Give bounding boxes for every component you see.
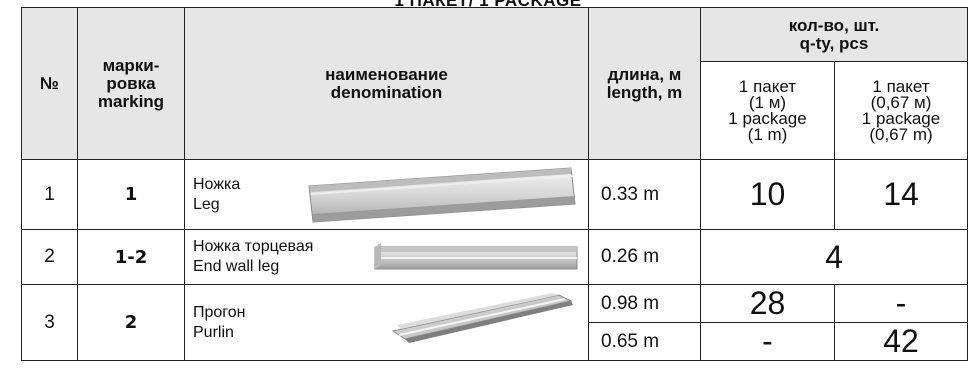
row-number: 1 xyxy=(21,159,78,230)
spec-table: № марки- ровка marking наименование deno… xyxy=(21,7,968,361)
row-number: 3 xyxy=(21,284,78,361)
name-en: Purlin xyxy=(193,323,234,341)
table-row: 1 1 Ножка Leg 0.33 m 10 14 xyxy=(21,159,968,230)
row-length: 0.33 m xyxy=(588,159,701,230)
header-package-067m: 1 пакет (0,67 м) 1 package (0,67 m) xyxy=(834,61,968,160)
row-marking: 1-2 xyxy=(77,229,185,285)
header-marking-ru: марки- ровка xyxy=(102,55,160,93)
row-length: 0.26 m xyxy=(588,229,701,285)
pack1-line-2: (1 м) xyxy=(748,92,787,112)
pack2-line-3: 1 package xyxy=(861,108,941,128)
name-en: End wall leg xyxy=(193,258,280,275)
header-length-ru: длина, м xyxy=(607,64,682,84)
header-marking-en: marking xyxy=(97,91,165,111)
row-qty-067m: - xyxy=(834,284,968,323)
row-denomination: Ножка Leg xyxy=(184,159,589,230)
header-denomination: наименование denomination xyxy=(184,7,589,160)
package-title: 1 ПАКЕТ/ 1 PACKAGE xyxy=(394,0,582,10)
row-qty-merged: 4 xyxy=(700,229,968,285)
row-qty-1m: - xyxy=(700,322,835,361)
table-row: 0.65 m - 42 xyxy=(22,322,968,361)
pack2-line-1: 1 пакет xyxy=(872,76,930,96)
name-ru: Ножка xyxy=(193,175,241,193)
end-wall-leg-profile-image xyxy=(374,243,578,270)
header-length-en: length, m xyxy=(606,82,683,102)
row-length: 0.65 m xyxy=(588,322,701,361)
row-number: 2 xyxy=(21,229,78,285)
name-ru: Прогон xyxy=(193,303,246,321)
table-row: 2 1-2 Ножка торцевая End wall leg 0.26 m… xyxy=(21,229,968,285)
header-name-ru: наименование xyxy=(325,64,448,84)
row-qty-1m: 28 xyxy=(700,284,835,323)
leg-profile-image xyxy=(308,167,576,223)
header-qty-ru: кол-во, шт. xyxy=(788,15,880,35)
pack1-line-1: 1 пакет xyxy=(738,76,797,96)
row-length: 0.98 m xyxy=(588,284,701,323)
header-length: длина, м length, m xyxy=(588,7,701,160)
row-qty-067m: 14 xyxy=(834,159,968,230)
purlin-profile-image xyxy=(391,293,573,343)
header-qty-en: q-ty, pcs xyxy=(799,33,869,53)
row-qty-1m: 10 xyxy=(700,159,835,230)
header-package-1m: 1 пакет (1 м) 1 package (1 m) xyxy=(700,61,835,160)
table-row: 3 2 Прогон Purlin 0.98 m 28 - xyxy=(21,284,968,361)
header-marking: марки- ровка marking xyxy=(77,7,185,160)
pack1-line-3: 1 package xyxy=(728,108,807,128)
name-en: Leg xyxy=(193,195,220,213)
header-name-en: denomination xyxy=(330,82,443,102)
row-marking: 1 xyxy=(77,159,185,230)
row-qty-067m: 42 xyxy=(834,322,968,361)
row-marking: 2 xyxy=(77,284,185,361)
header-quantity: кол-во, шт. q-ty, pcs xyxy=(700,7,968,62)
pack1-line-4: (1 m) xyxy=(747,124,788,144)
pack2-line-4: (0,67 m) xyxy=(869,124,933,144)
pack2-line-2: (0,67 м) xyxy=(870,92,932,112)
row-denomination: Прогон Purlin xyxy=(184,284,589,361)
name-ru: Ножка торцевая xyxy=(193,238,314,255)
header-no: № xyxy=(21,7,78,160)
row-denomination: Ножка торцевая End wall leg xyxy=(184,229,589,285)
